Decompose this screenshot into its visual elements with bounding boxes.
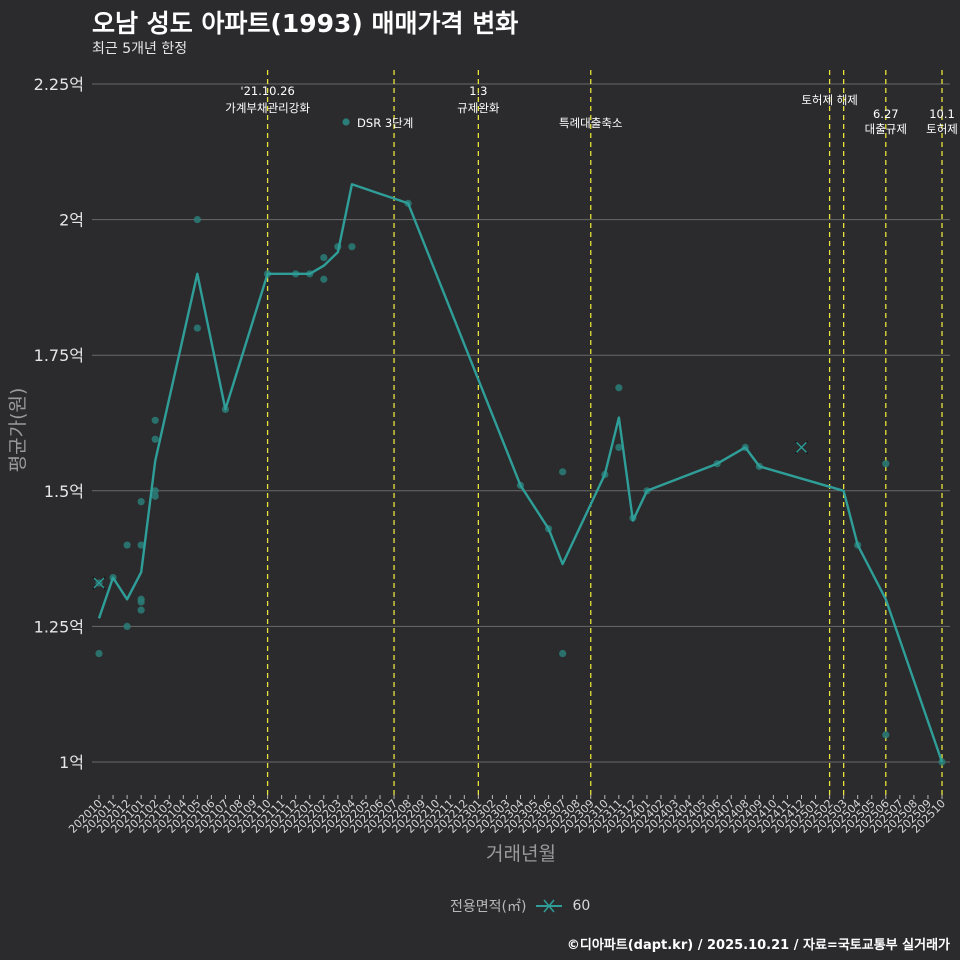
data-point (559, 649, 567, 658)
y-tick-label: 1억 (59, 753, 84, 772)
data-point (320, 275, 328, 283)
y-tick-label: 1.25억 (34, 617, 84, 636)
y-tick-label: 2억 (59, 211, 84, 230)
data-point (123, 622, 131, 631)
data-point (95, 649, 103, 658)
event-annotation: 특례대출축소 (559, 116, 622, 130)
legend: 전용면적(㎡) 60 (450, 896, 590, 916)
event-annotation: 대출규제 (865, 122, 907, 136)
data-point (151, 492, 159, 500)
legend-title: 전용면적(㎡) (450, 899, 527, 915)
data-point (559, 468, 567, 476)
event-annotation: DSR 3단계 (357, 116, 413, 130)
x-marker (796, 441, 807, 453)
event-key-point (342, 118, 350, 126)
event-annotation: 6.27 (873, 107, 899, 121)
credit-footer: ©디아파트(dapt.kr) / 2025.10.21 / 자료=국토교통부 실… (566, 938, 950, 953)
event-annotation: 토허제 해제 (801, 93, 858, 107)
data-point (348, 243, 356, 251)
data-point (320, 253, 328, 262)
data-point (193, 324, 201, 332)
data-point (137, 541, 145, 549)
data-point (615, 384, 623, 392)
event-annotation: 토허제 (926, 122, 958, 136)
legend-line-icon (536, 899, 563, 913)
data-point (137, 498, 145, 506)
series-line-60 (97, 183, 944, 763)
data-point (615, 443, 623, 452)
data-point (137, 606, 145, 614)
data-point (151, 416, 159, 424)
x-marker (93, 577, 105, 589)
data-point (882, 731, 890, 739)
y-axis-title: 평균가(원) (7, 388, 29, 473)
data-point (123, 541, 131, 549)
data-point (137, 598, 145, 606)
legend-entry-60: 60 (572, 898, 591, 914)
event-annotation: 10.1 (929, 107, 955, 121)
x-axis-title: 거래년월 (486, 843, 556, 865)
event-annotation: 규제완화 (457, 101, 500, 115)
y-tick-label: 1.75억 (34, 346, 84, 365)
data-point (151, 435, 159, 443)
y-tick-label: 1.5억 (44, 482, 84, 501)
data-point (882, 460, 890, 468)
data-point (151, 487, 159, 495)
chart-subtitle: 최근 5개년 한정 (92, 41, 188, 57)
chart-title: 오남 성도 아파트(1993) 매매가격 변화 (92, 9, 519, 38)
event-annotation: 가계부채관리강화 (225, 101, 310, 115)
event-annotation: 1.3 (469, 84, 487, 98)
event-annotation: '21.10.26 (240, 84, 294, 98)
y-tick-label: 2.25억 (34, 75, 84, 94)
data-point (193, 216, 201, 224)
